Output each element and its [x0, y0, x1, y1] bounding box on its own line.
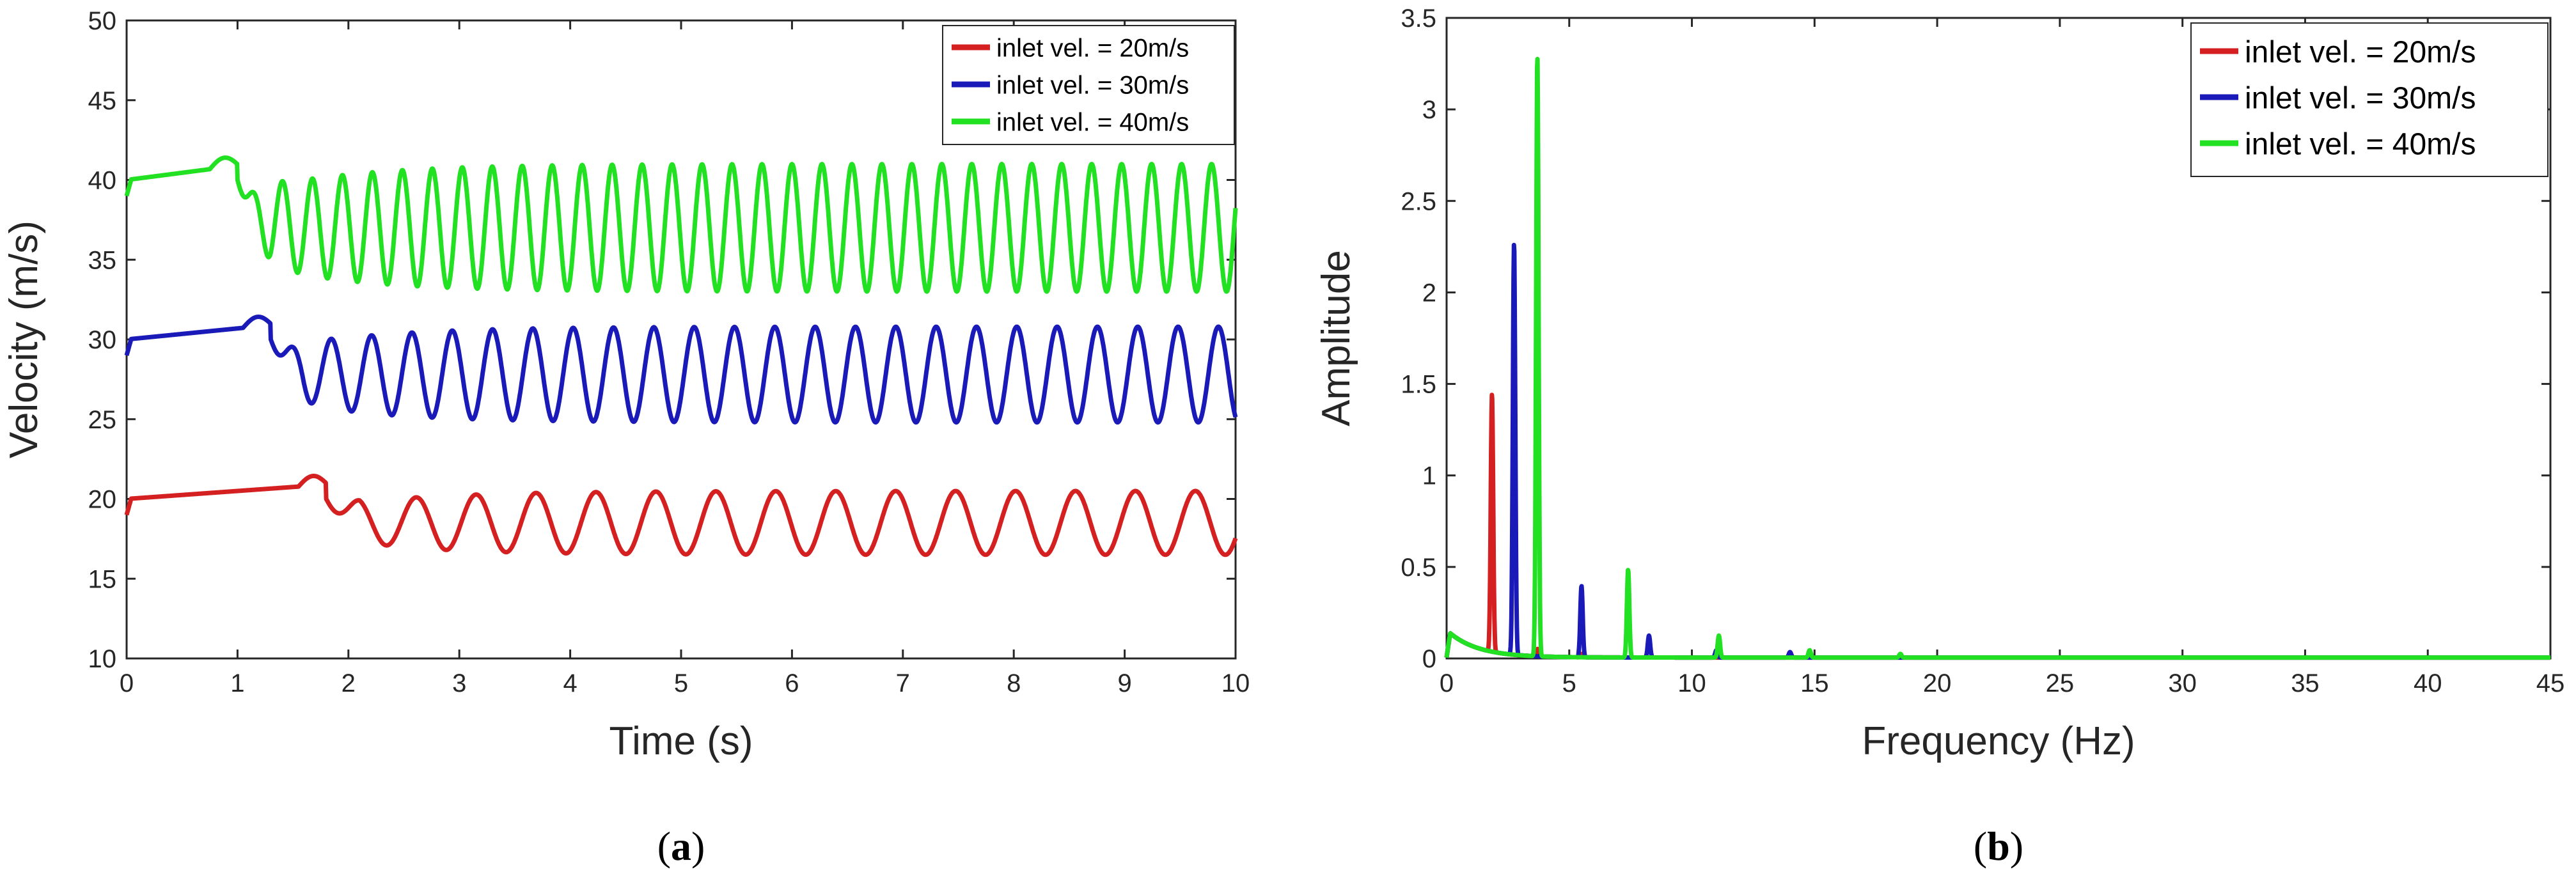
panel-b-chart: 0 5 10 15 20 25 30 35 40 45 0 0.5 1 1.5 2 2.5 3 3.5 Frequ…	[1314, 4, 2564, 869]
panel-b-caption-open: (	[1974, 823, 1987, 869]
b-y-tick-label: 0	[1422, 645, 1436, 673]
panel-a-legend: inlet vel. = 20m/s inlet vel. = 30m/s inle…	[942, 25, 1235, 145]
a-y-tick-label: 40	[88, 167, 117, 195]
a-x-tick-label: 6	[785, 669, 799, 697]
b-x-tick-label: 35	[2291, 669, 2320, 697]
panel-a-y-axis-label: Velocity (m/s)	[2, 221, 46, 458]
b-x-tick-label: 20	[1923, 669, 1952, 697]
a-y-tick-label: 50	[88, 7, 117, 35]
a-series-line-0	[124, 474, 1238, 557]
panel-a-caption-close: )	[691, 823, 705, 869]
b-x-tick-label: 15	[1800, 669, 1829, 697]
panel-a-series	[124, 155, 1238, 557]
a-x-tick-label: 1	[230, 669, 244, 697]
panel-a-caption-open: (	[657, 823, 671, 869]
b-y-tick-label: 1	[1422, 462, 1436, 490]
a-y-tick-label: 10	[88, 645, 117, 673]
b-y-tick-label: 1.5	[1401, 371, 1436, 399]
a-x-tick-label: 10	[1221, 669, 1250, 697]
panel-b-caption-close: )	[2010, 823, 2023, 869]
b-x-tick-label: 40	[2414, 669, 2442, 697]
a-x-tick-label: 3	[452, 669, 466, 697]
b-legend-label-1: inlet vel. = 30m/s	[2245, 81, 2476, 115]
a-series-line-2	[124, 155, 1238, 294]
b-x-tick-label: 0	[1440, 669, 1454, 697]
panel-a-caption-letter: a	[671, 823, 691, 869]
b-x-tick-label: 25	[2046, 669, 2075, 697]
b-legend-label-0: inlet vel. = 20m/s	[2245, 35, 2476, 69]
b-x-tick-label: 30	[2168, 669, 2197, 697]
a-x-tick-label: 5	[674, 669, 688, 697]
b-legend-box	[2190, 22, 2549, 177]
b-x-tick-label: 10	[1677, 669, 1706, 697]
a-y-tick-label: 15	[88, 565, 117, 593]
a-legend-label-2: inlet vel. = 40m/s	[996, 108, 1189, 136]
b-legend-label-2: inlet vel. = 40m/s	[2245, 127, 2476, 161]
a-legend-label-1: inlet vel. = 30m/s	[996, 71, 1189, 99]
a-x-tick-label: 7	[896, 669, 910, 697]
panel-b-x-axis-label: Frequency (Hz)	[1862, 719, 2135, 763]
b-y-tick-label: 3.5	[1401, 4, 1436, 33]
panel-b-series	[1444, 56, 2552, 660]
a-x-tick-label: 8	[1007, 669, 1021, 697]
a-y-tick-label: 30	[88, 326, 117, 354]
b-y-tick-label: 2.5	[1401, 187, 1436, 215]
a-x-tick-label: 0	[120, 669, 134, 697]
panel-b-caption-letter: b	[1987, 823, 2010, 869]
a-legend-box	[942, 25, 1235, 145]
a-y-tick-label: 25	[88, 406, 117, 434]
panel-a-x-axis-label: Time (s)	[609, 719, 753, 763]
b-y-tick-label: 3	[1422, 96, 1436, 124]
panel-a-caption: (a)	[657, 823, 705, 869]
panel-b-ticks: 0 5 10 15 20 25 30 35 40 45 0 0.5 1 1.5 2 2.5 3 3.5	[1401, 4, 2564, 697]
a-x-tick-label: 9	[1117, 669, 1131, 697]
b-y-tick-label: 2	[1422, 279, 1436, 307]
a-y-tick-label: 45	[88, 87, 117, 115]
panel-b-legend: inlet vel. = 20m/s inlet vel. = 30m/s inle…	[2190, 22, 2549, 177]
panel-b-caption: (b)	[1974, 823, 2023, 869]
b-series-line-2	[1444, 56, 2552, 660]
a-series-line-1	[124, 315, 1238, 425]
a-x-tick-label: 4	[563, 669, 577, 697]
b-x-tick-label: 5	[1562, 669, 1576, 697]
a-y-tick-label: 35	[88, 246, 117, 274]
a-x-tick-label: 2	[342, 669, 356, 697]
a-legend-label-0: inlet vel. = 20m/s	[996, 34, 1189, 62]
panel-b-y-axis-label: Amplitude	[1314, 250, 1358, 426]
b-y-tick-label: 0.5	[1401, 554, 1436, 582]
a-y-tick-label: 20	[88, 486, 117, 514]
b-x-tick-label: 45	[2536, 669, 2565, 697]
